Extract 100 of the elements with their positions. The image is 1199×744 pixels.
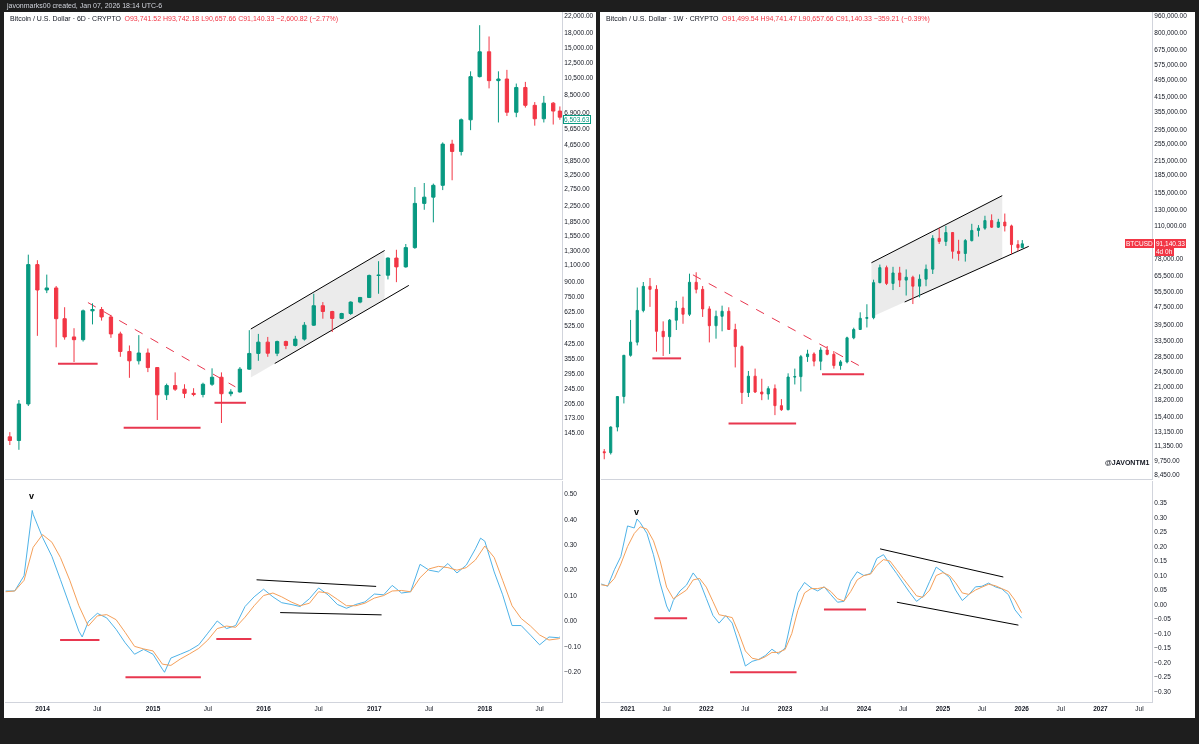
candlestick — [376, 260, 381, 295]
candlestick — [891, 266, 895, 291]
candlestick — [635, 287, 639, 346]
annotation: v — [29, 491, 35, 501]
candlestick — [865, 303, 869, 328]
candlestick — [963, 238, 967, 263]
candlestick — [311, 293, 316, 327]
candlestick — [1003, 213, 1007, 232]
candlestick — [641, 281, 645, 313]
candlestick — [701, 285, 705, 318]
candlestick — [367, 274, 372, 299]
candlestick — [357, 296, 363, 303]
candlestick — [622, 354, 626, 404]
candlestick — [80, 309, 86, 343]
candlestick — [136, 334, 141, 365]
candlestick — [449, 139, 455, 181]
candlestick — [302, 321, 307, 342]
candlestick — [191, 387, 196, 397]
candlestick — [937, 227, 941, 245]
candlestick — [753, 368, 757, 394]
candlestick — [687, 273, 692, 317]
candlestick — [1016, 239, 1020, 252]
candlestick — [155, 366, 160, 421]
candlestick — [551, 101, 556, 126]
candlestick — [681, 296, 685, 325]
candlestick — [924, 264, 928, 287]
candlestick — [108, 314, 114, 339]
candlestick — [54, 285, 59, 348]
candlestick — [819, 346, 823, 371]
candlestick — [265, 336, 270, 358]
candlestick — [1020, 239, 1024, 249]
candlestick — [496, 70, 501, 123]
candlestick — [898, 266, 902, 288]
candlestick — [996, 218, 1000, 229]
candlestick — [422, 182, 427, 211]
candlestick — [200, 382, 206, 398]
candlestick — [90, 302, 95, 325]
candlestick — [904, 268, 908, 297]
candlestick — [884, 265, 889, 286]
candlestick — [99, 306, 104, 322]
candlestick — [237, 366, 243, 394]
candlestick — [127, 344, 132, 379]
candlestick — [799, 354, 803, 393]
candlestick — [825, 345, 829, 356]
candlestick — [228, 388, 233, 397]
candlestick — [858, 311, 862, 331]
candlestick — [339, 312, 344, 320]
candlestick — [727, 306, 731, 331]
candlestick — [182, 383, 187, 399]
candlestick — [468, 70, 473, 131]
candlestick — [812, 351, 816, 367]
candlestick — [504, 69, 510, 117]
candlestick — [283, 341, 289, 350]
candlestick — [16, 399, 22, 451]
candlestick — [674, 300, 678, 331]
candlestick — [951, 231, 955, 260]
candlestick — [532, 101, 537, 127]
candlestick — [145, 348, 151, 373]
candlestick — [1009, 224, 1014, 255]
candlestick — [918, 273, 922, 298]
candlestick — [845, 336, 849, 364]
candlestick — [648, 277, 652, 308]
candlestick — [990, 213, 994, 229]
candlestick — [779, 398, 783, 412]
candlestick — [839, 359, 843, 371]
candlestick — [760, 378, 764, 401]
candlestick — [256, 333, 261, 362]
candlestick — [164, 383, 169, 401]
candlestick — [983, 215, 987, 231]
candlestick — [615, 395, 619, 432]
line-series — [5, 509, 561, 673]
candlestick — [602, 448, 606, 460]
candlestick — [431, 183, 436, 223]
candlestick — [970, 223, 974, 242]
candlestick — [944, 225, 948, 247]
candlestick — [477, 24, 482, 78]
candlestick — [412, 186, 418, 250]
candlestick — [486, 35, 492, 89]
candlestick — [394, 249, 399, 283]
candlestick — [118, 331, 123, 358]
candlestick — [911, 275, 915, 305]
candlestick — [62, 306, 67, 341]
candlestick — [957, 239, 961, 262]
candlestick — [720, 305, 724, 332]
candlestick — [609, 425, 613, 455]
candlestick — [523, 81, 528, 109]
candlestick — [385, 256, 391, 280]
candlestick — [26, 254, 31, 407]
candlestick — [459, 117, 464, 156]
candlestick — [805, 349, 810, 363]
candlestick — [173, 371, 178, 392]
candlestick — [852, 327, 856, 340]
candlestick — [247, 329, 252, 371]
candlestick — [786, 372, 790, 411]
candlestick — [35, 259, 40, 337]
candlestick — [931, 234, 935, 275]
candlestick — [440, 141, 445, 191]
candlestick — [514, 83, 519, 118]
annotation: v — [634, 507, 640, 517]
candlestick — [209, 367, 215, 387]
